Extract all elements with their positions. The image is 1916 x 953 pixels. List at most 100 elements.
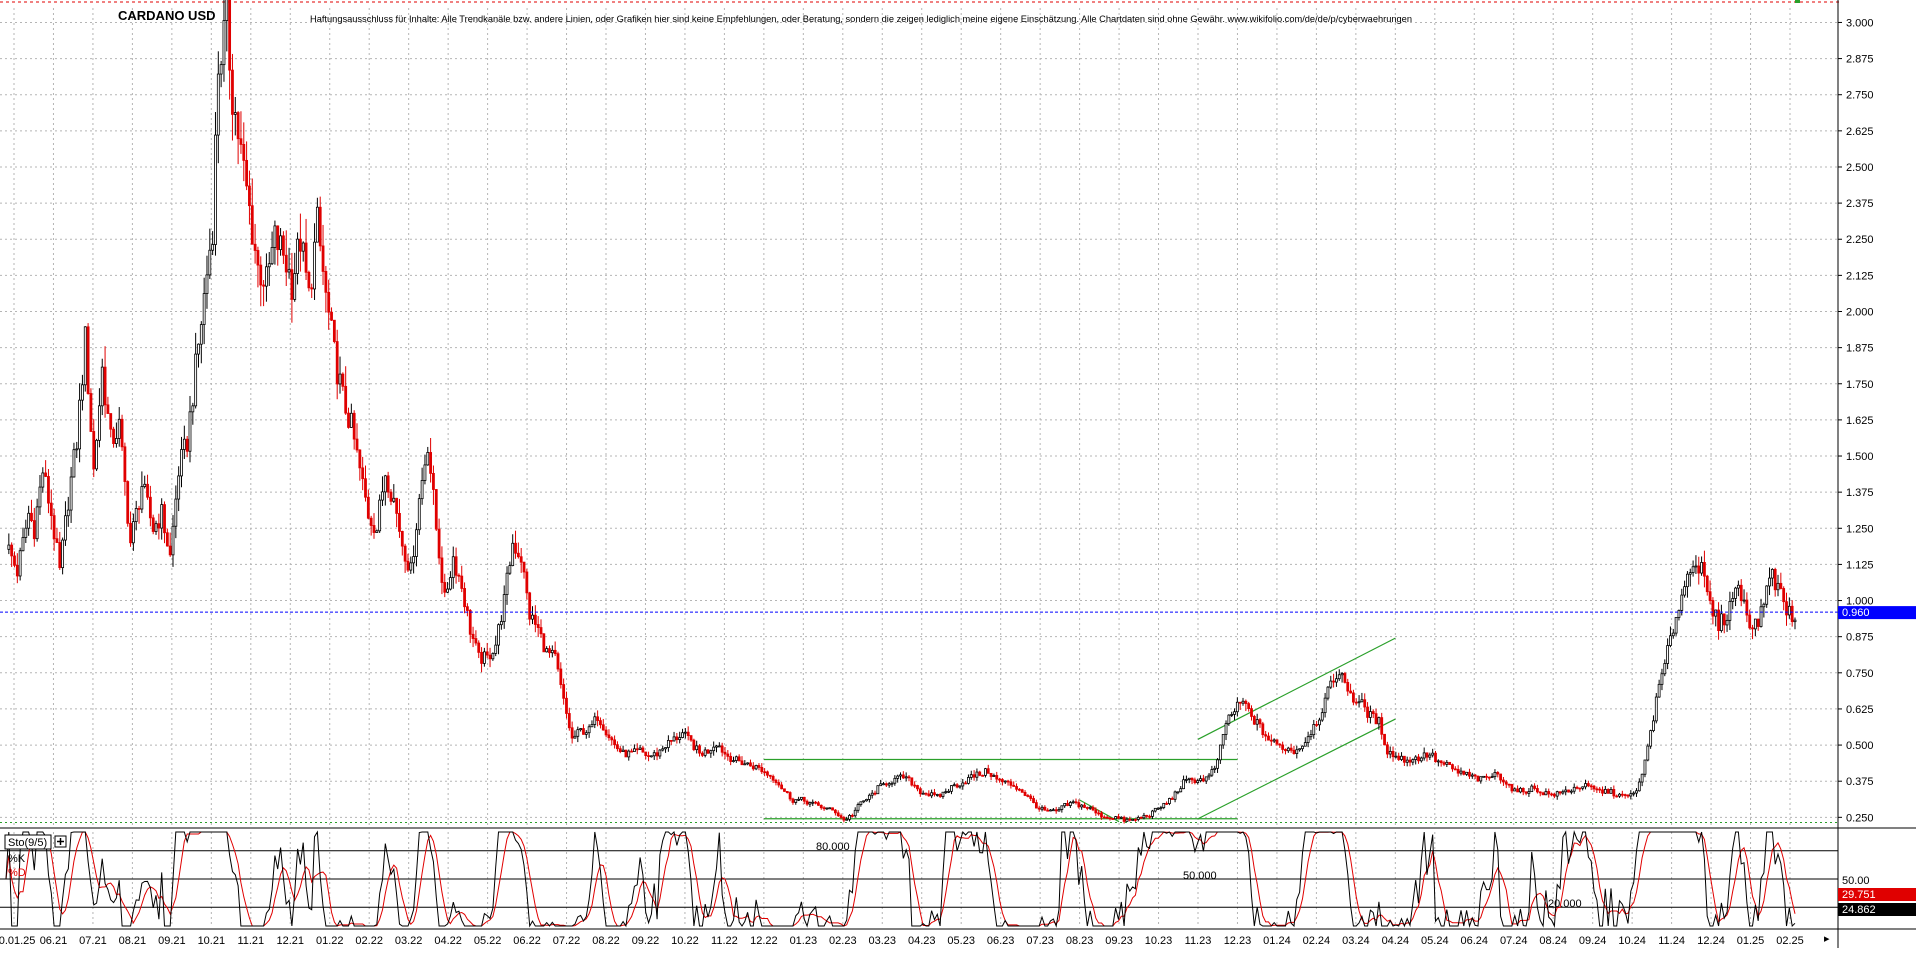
candle-body xyxy=(1536,788,1539,793)
candle-body xyxy=(607,734,611,739)
candle-body xyxy=(658,749,662,757)
candle-body xyxy=(1210,769,1214,776)
candle-body xyxy=(1151,810,1154,817)
candle-body xyxy=(901,774,905,779)
candle-body xyxy=(1649,730,1653,747)
candle-body xyxy=(944,791,948,793)
candle-body xyxy=(72,449,76,478)
candle-body xyxy=(698,745,701,754)
candle-body xyxy=(1552,793,1556,797)
candle-body xyxy=(18,550,22,577)
candle-body xyxy=(610,737,614,741)
stochastic-indicator-box[interactable] xyxy=(4,834,52,850)
candle-body xyxy=(669,740,673,742)
candle-body xyxy=(833,809,837,814)
candle-body xyxy=(1572,786,1576,792)
candle-body xyxy=(199,324,203,345)
candle-body xyxy=(1269,739,1273,742)
candle-body xyxy=(536,624,540,628)
d-value-label: 24.862 xyxy=(1842,904,1876,916)
candle-body xyxy=(148,496,152,519)
candle-body xyxy=(887,783,891,786)
candle-body xyxy=(168,545,172,556)
x-tick-label: 11.21 xyxy=(237,935,264,947)
candle-body xyxy=(446,588,449,593)
candle-body xyxy=(1527,791,1531,794)
candle-body xyxy=(1170,798,1174,800)
candle-body xyxy=(1068,802,1072,806)
candle-body xyxy=(567,713,571,729)
last-price-badge xyxy=(1838,606,1916,620)
candle-body xyxy=(114,438,118,444)
candle-body xyxy=(61,539,65,569)
candle-body xyxy=(805,800,809,805)
candle-body xyxy=(1001,779,1004,783)
candle-body xyxy=(256,250,260,266)
candle-body xyxy=(165,532,169,547)
candle-body xyxy=(1168,798,1171,804)
candle-body xyxy=(1609,789,1613,794)
candle-body xyxy=(751,765,755,770)
candle-body xyxy=(1530,785,1534,793)
candle-body xyxy=(910,777,914,786)
plus-box-icon[interactable] xyxy=(54,835,67,848)
y-tick-label: 2.125 xyxy=(1846,270,1874,282)
candle-body xyxy=(1547,791,1551,795)
candle-body xyxy=(1397,755,1401,760)
candle-body xyxy=(1394,755,1398,758)
candle-body xyxy=(1020,789,1024,793)
legend-k: %K xyxy=(8,853,26,865)
candle-body xyxy=(1196,780,1200,784)
candle-body xyxy=(41,472,45,488)
legend-d: %D xyxy=(8,867,26,879)
candle-body xyxy=(1584,783,1587,788)
candle-body xyxy=(819,804,823,809)
candle-body xyxy=(1187,777,1191,780)
candle-body xyxy=(890,782,894,785)
x-tick-label: 10.21 xyxy=(198,935,226,947)
candle-body xyxy=(817,802,820,806)
d-value-badge xyxy=(1838,903,1916,916)
candle-body xyxy=(545,648,549,653)
candle-body xyxy=(457,574,461,577)
candle-body xyxy=(1366,706,1369,718)
candle-body xyxy=(1165,802,1168,805)
candle-body xyxy=(265,266,268,287)
candle-body xyxy=(984,768,987,776)
x-tick-label: 02.23 xyxy=(829,935,857,947)
scroll-arrow-icon[interactable]: ▸ xyxy=(1824,933,1830,945)
candle-body xyxy=(1255,719,1259,725)
candle-body xyxy=(528,592,532,620)
x-tick-label: 06.24 xyxy=(1461,935,1489,947)
candle-body xyxy=(30,512,33,521)
candle-body xyxy=(211,244,215,251)
candle-body xyxy=(1428,754,1432,758)
candle-body xyxy=(1363,699,1367,708)
candle-body xyxy=(477,642,481,653)
candle-body xyxy=(1482,775,1486,778)
candle-body xyxy=(533,614,537,625)
stochastic-indicator-name: Sto(9/5) xyxy=(8,837,47,849)
candle-body xyxy=(1108,817,1112,820)
candle-body xyxy=(1077,802,1081,808)
candle-body xyxy=(1768,577,1771,587)
candle-body xyxy=(1485,775,1488,778)
candle-body xyxy=(1054,809,1058,812)
candle-body xyxy=(415,529,418,557)
candle-body xyxy=(1521,787,1525,793)
candle-body xyxy=(865,798,868,802)
candle-body xyxy=(1476,775,1480,782)
candle-body xyxy=(460,575,464,589)
y-tick-label: 0.500 xyxy=(1846,740,1874,752)
candle-body xyxy=(808,802,812,805)
candle-body xyxy=(1182,779,1185,790)
candle-body xyxy=(1111,818,1115,820)
candle-body xyxy=(426,452,430,466)
candle-body xyxy=(284,254,288,273)
candle-body xyxy=(774,779,778,783)
candle-body xyxy=(1272,739,1276,742)
candle-body xyxy=(372,525,376,533)
candle-body xyxy=(505,572,509,596)
candle-body xyxy=(1762,603,1766,608)
